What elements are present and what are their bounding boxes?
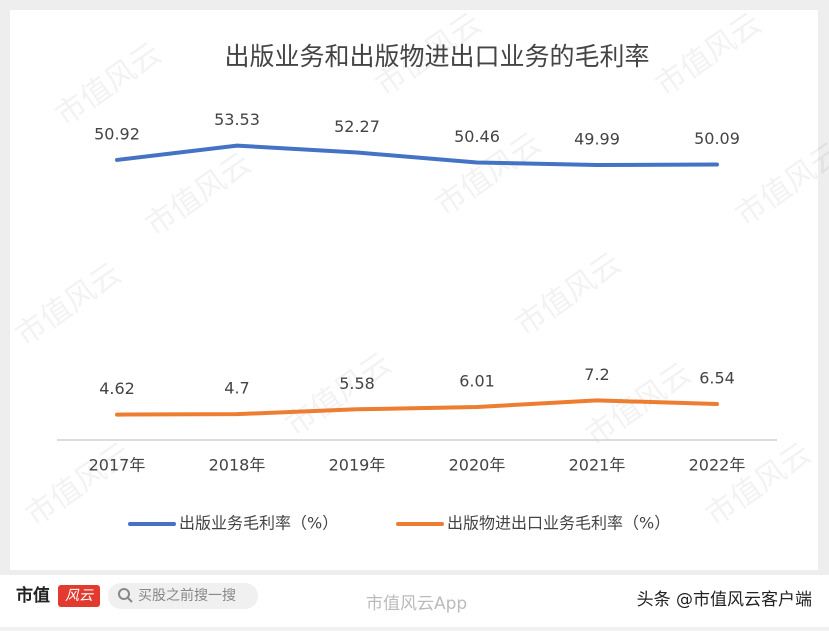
footer-app: 市值风云App: [366, 594, 467, 614]
data-label: 49.99: [574, 130, 620, 149]
footer-credit: 头条 @市值风云客户端: [637, 590, 812, 610]
legend-label: 出版业务毛利率（%）: [179, 514, 338, 533]
data-label: 7.2: [584, 365, 609, 384]
x-tick-label: 2017年: [89, 456, 146, 475]
legend-label: 出版物进出口业务毛利率（%）: [447, 514, 670, 533]
x-tick-label: 2018年: [209, 456, 266, 475]
chart-title: 出版业务和出版物进出口业务的毛利率: [224, 42, 649, 71]
search-box[interactable]: [108, 583, 258, 609]
search-icon: [118, 588, 130, 600]
data-label: 4.7: [224, 379, 249, 398]
data-label: 4.62: [99, 379, 135, 398]
line: [115, 398, 719, 417]
data-label: 50.46: [454, 127, 500, 146]
plot-panel: [10, 10, 818, 570]
data-label: 6.54: [699, 369, 735, 388]
x-tick-label: 2019年: [329, 456, 386, 475]
data-label: 5.58: [339, 374, 375, 393]
data-label: 50.92: [94, 124, 140, 143]
logo-badge-bg: [58, 585, 100, 607]
search-placeholder: 买股之前搜一搜: [138, 587, 236, 604]
data-label: 6.01: [459, 371, 495, 390]
data-label: 53.53: [214, 110, 260, 129]
search-icon: [127, 597, 133, 603]
data-label: 52.27: [334, 117, 380, 136]
footer-logo: 市值: [16, 585, 50, 606]
footer-logo-badge: 风云: [65, 588, 94, 604]
line: [115, 143, 719, 168]
x-tick-label: 2021年: [569, 456, 626, 475]
x-tick-label: 2022年: [689, 456, 746, 475]
x-tick-label: 2020年: [449, 456, 506, 475]
data-label: 50.09: [694, 129, 740, 148]
